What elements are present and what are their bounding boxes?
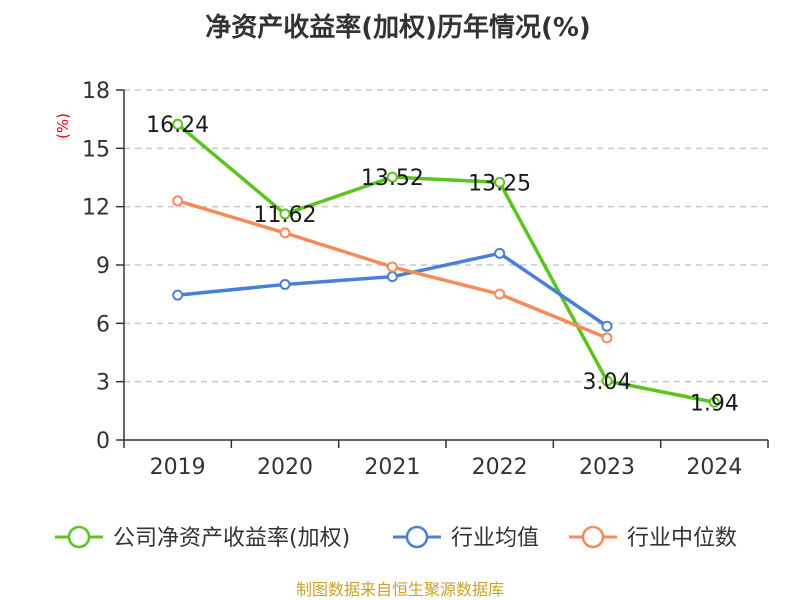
data-point: [601, 320, 613, 332]
legend-label: 行业中位数: [627, 526, 737, 551]
data-label: 16.24: [146, 113, 209, 138]
legend-marker: [67, 525, 91, 549]
series-line: [175, 122, 717, 405]
data-point: [172, 289, 184, 301]
legend: 公司净资产收益率(加权) 行业均值 行业中位数: [55, 525, 737, 551]
axes: 0 3 6 9 12 15 18 2019 2020 2021 2022 2023 2024: [82, 79, 769, 480]
y-axis-label: (%): [54, 113, 72, 139]
y-tick-label: 15: [82, 137, 110, 162]
y-tick-label: 0: [96, 429, 110, 454]
x-tick-label: 2019: [150, 455, 206, 480]
x-tick-label: 2022: [472, 455, 528, 480]
legend-marker: [581, 525, 605, 549]
y-tick-label: 12: [82, 196, 110, 221]
data-label: 3.04: [583, 370, 632, 395]
data-label: 13.25: [468, 171, 531, 196]
data-point: [172, 118, 184, 130]
data-point: [708, 396, 720, 408]
series-1: [172, 118, 720, 408]
y-tick-label: 9: [96, 254, 110, 279]
data-point: [601, 375, 613, 387]
source-note: 制图数据来自恒生聚源数据库: [296, 580, 504, 599]
data-point: [494, 176, 506, 188]
x-tick-label: 2021: [364, 455, 420, 480]
data-point: [386, 171, 398, 183]
data-point: [172, 195, 184, 207]
legend-label: 公司净资产收益率(加权): [113, 526, 350, 551]
legend-item-3: 行业中位数: [569, 525, 737, 551]
data-label: 1.94: [690, 391, 739, 416]
data-point: [494, 288, 506, 300]
series-3: [172, 195, 613, 344]
y-tick-label: 18: [82, 79, 110, 104]
data-label: 13.52: [361, 166, 424, 191]
x-tick-label: 2024: [686, 455, 742, 480]
y-tick-label: 6: [96, 312, 110, 337]
y-tick-label: 3: [96, 371, 110, 396]
series-layer: [172, 118, 720, 408]
data-point: [279, 227, 291, 239]
data-point: [386, 271, 398, 283]
series-2: [172, 247, 613, 332]
grid: [124, 89, 768, 383]
legend-marker: [405, 525, 429, 549]
data-point: [386, 261, 398, 273]
legend-label: 行业均值: [451, 526, 539, 551]
data-point: [279, 278, 291, 290]
chart-title: 净资产收益率(加权)历年情况(%): [205, 12, 591, 43]
data-point: [601, 332, 613, 344]
x-tick-label: 2023: [579, 455, 635, 480]
data-point: [279, 208, 291, 220]
data-label: 11.62: [254, 203, 317, 228]
data-point: [494, 247, 506, 259]
legend-item-1: 公司净资产收益率(加权): [55, 525, 350, 551]
x-tick-label: 2020: [257, 455, 313, 480]
legend-item-2: 行业均值: [393, 525, 539, 551]
data-labels: 16.24 11.62 13.52 13.25 3.04 1.94: [146, 113, 739, 416]
